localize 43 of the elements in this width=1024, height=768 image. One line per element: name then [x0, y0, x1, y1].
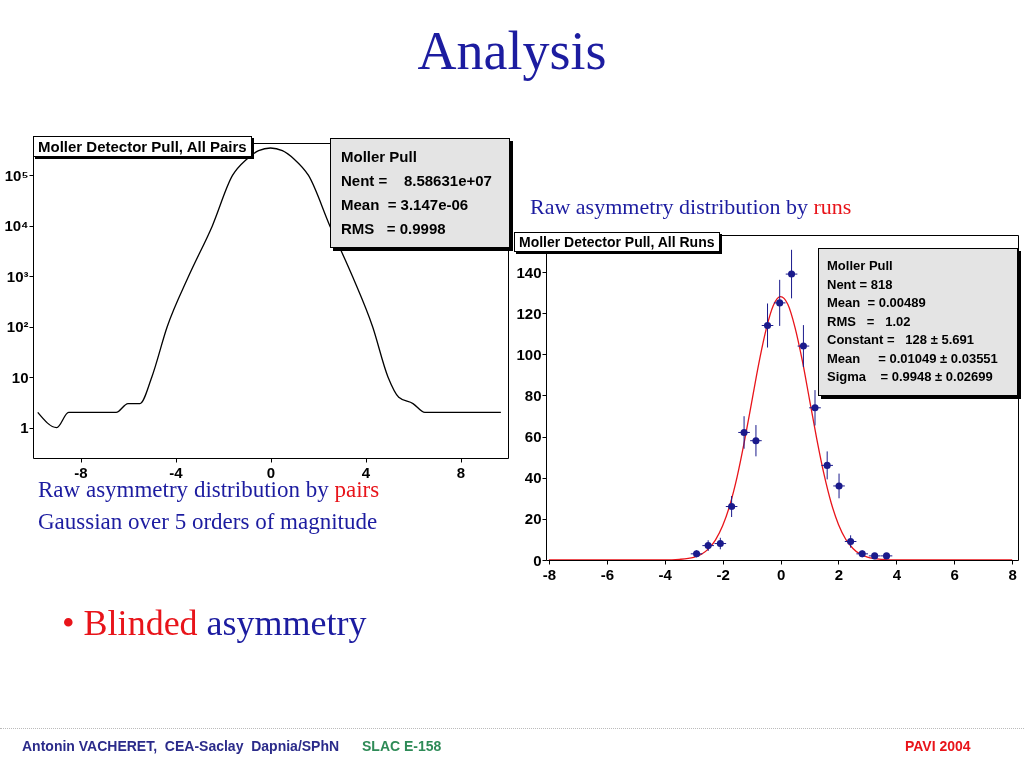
x-tick-label: -8 [542, 565, 557, 583]
y-tick-label: 10 [11, 368, 29, 386]
y-tick-label: 10² [6, 318, 29, 336]
annotation: Mean = 0.00489 [827, 294, 927, 312]
annotation: RMS = 0.9998 [341, 219, 447, 239]
chart-title: Moller Detector Pull, All Pairs [33, 136, 252, 157]
annotation: Mean = 0.01049 ± 0.03551 [827, 349, 999, 368]
x-tick-label: -6 [600, 565, 614, 583]
annotation: Sigma = 0.9948 ± 0.02699 [827, 368, 994, 386]
text: Analysis [416, 20, 608, 82]
x-tick-label: -2 [716, 565, 730, 583]
y-tick-label: 80 [524, 386, 542, 404]
y-tick-label: 1 [20, 419, 29, 437]
text: SLAC E-158 [362, 738, 442, 754]
y-tick-label: 40 [524, 469, 542, 487]
y-tick-label: 140 [516, 263, 542, 281]
x-tick-label: 8 [1008, 565, 1017, 583]
x-tick-label: 8 [456, 463, 466, 481]
y-tick-label: 20 [524, 510, 542, 528]
annotation: Nent = 8.58631e+07 [341, 171, 493, 191]
y-tick-label: 100 [516, 345, 542, 363]
x-tick-label: 4 [892, 565, 902, 583]
annotation: Constant = 128 ± 5.691 [827, 331, 975, 349]
y-tick-label: 0 [533, 551, 542, 569]
text: • Blinded asymmetry [62, 603, 367, 643]
annotation: Mean = 3.147e-06 [341, 195, 470, 215]
x-tick-label: 0 [776, 565, 786, 583]
annotation: Moller Pull [341, 147, 418, 167]
x-tick-label: 2 [834, 565, 844, 583]
y-tick-label: 120 [516, 304, 542, 322]
text: PAVI 2004 [905, 738, 971, 754]
y-tick-label: 10⁴ [4, 217, 29, 235]
y-tick-label: 10³ [6, 267, 29, 285]
annotation: Moller Pull [827, 257, 894, 275]
chart-subtitle: Raw asymmetry distribution by runs [530, 194, 852, 219]
x-tick-label: -4 [658, 565, 673, 583]
annotation: RMS = 1.02 [827, 312, 912, 331]
annotation: Nent = 818 [827, 275, 894, 294]
y-tick-label: 60 [524, 428, 542, 446]
x-tick-label: 6 [950, 565, 959, 583]
y-tick-label: 10⁵ [4, 166, 29, 184]
text: Antonin VACHERET, CEA-Saclay Dapnia/SPhN [22, 738, 340, 754]
chart-title: Moller Detector Pull, All Runs [514, 232, 720, 252]
